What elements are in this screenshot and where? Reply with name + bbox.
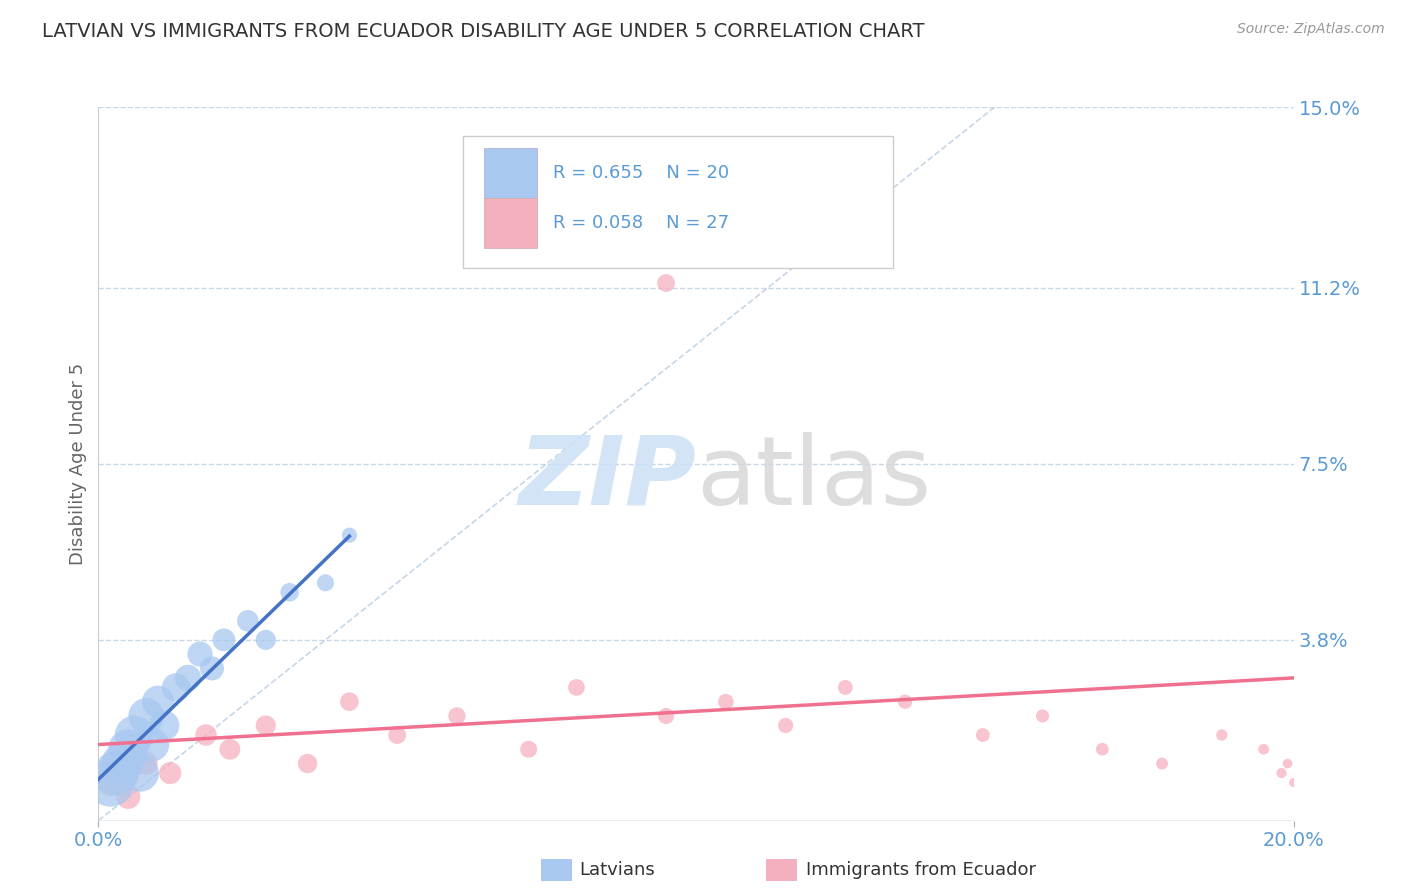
Point	[117, 789, 139, 804]
Point	[1211, 728, 1233, 742]
Point	[834, 681, 856, 695]
Point	[1253, 742, 1275, 756]
Point	[894, 695, 917, 709]
Point	[1271, 766, 1294, 780]
Point	[153, 718, 176, 732]
Point	[714, 695, 737, 709]
Text: Source: ZipAtlas.com: Source: ZipAtlas.com	[1237, 22, 1385, 37]
Text: LATVIAN VS IMMIGRANTS FROM ECUADOR DISABILITY AGE UNDER 5 CORRELATION CHART: LATVIAN VS IMMIGRANTS FROM ECUADOR DISAB…	[42, 22, 925, 41]
Point	[1277, 756, 1299, 771]
Point	[148, 695, 170, 709]
Point	[517, 742, 540, 756]
Point	[135, 756, 157, 771]
Point	[129, 766, 152, 780]
FancyBboxPatch shape	[463, 136, 893, 268]
Point	[1150, 756, 1173, 771]
Point	[339, 528, 360, 542]
Point	[339, 695, 360, 709]
FancyBboxPatch shape	[485, 148, 537, 198]
Point	[1091, 742, 1114, 756]
Point	[124, 728, 146, 742]
Text: R = 0.655    N = 20: R = 0.655 N = 20	[553, 164, 728, 182]
Point	[117, 742, 139, 756]
Point	[195, 728, 218, 742]
Y-axis label: Disability Age Under 5: Disability Age Under 5	[69, 363, 87, 565]
Point	[100, 775, 122, 789]
Point	[775, 718, 797, 732]
Point	[188, 647, 211, 661]
Point	[236, 614, 259, 628]
Point	[315, 575, 337, 590]
Point	[100, 775, 122, 789]
Point	[385, 728, 409, 742]
Point	[219, 742, 242, 756]
Point	[446, 709, 468, 723]
Text: Latvians: Latvians	[579, 861, 655, 879]
Point	[565, 681, 588, 695]
Point	[159, 766, 181, 780]
Point	[655, 709, 678, 723]
Point	[297, 756, 319, 771]
Point	[177, 671, 200, 685]
Point	[111, 756, 134, 771]
Point	[201, 661, 224, 675]
Point	[212, 632, 235, 647]
FancyBboxPatch shape	[485, 198, 537, 248]
Text: atlas: atlas	[696, 432, 931, 524]
Point	[254, 632, 277, 647]
Text: ZIP: ZIP	[517, 432, 696, 524]
Text: Immigrants from Ecuador: Immigrants from Ecuador	[806, 861, 1036, 879]
Point	[655, 276, 678, 290]
Point	[141, 738, 163, 752]
Point	[254, 718, 277, 732]
Point	[972, 728, 994, 742]
Point	[1282, 775, 1305, 789]
Point	[165, 681, 187, 695]
Point	[278, 585, 301, 599]
Point	[135, 709, 157, 723]
Point	[1032, 709, 1054, 723]
Point	[105, 766, 128, 780]
Text: R = 0.058    N = 27: R = 0.058 N = 27	[553, 214, 728, 232]
